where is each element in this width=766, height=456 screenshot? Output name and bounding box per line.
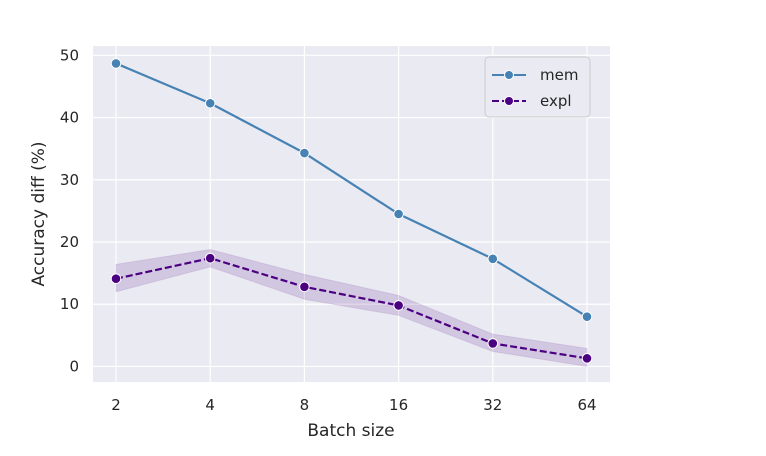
data-point-expl (204, 252, 216, 264)
y-axis-label: Accuracy diff (%) (29, 141, 49, 286)
legend-mem-marker (504, 70, 514, 80)
data-point-mem (204, 97, 216, 109)
legend-expl-marker (504, 96, 514, 106)
x-tick-label: 64 (577, 396, 596, 414)
data-point-expl (393, 300, 404, 311)
x-tick-label: 2 (111, 396, 121, 414)
data-point-expl (299, 281, 310, 293)
legend-expl-label: expl (540, 92, 572, 110)
series-line-mem (115, 62, 588, 318)
data-point-expl (487, 338, 499, 349)
y-tick-label: 40 (60, 109, 79, 127)
x-tick-label: 32 (483, 396, 502, 414)
y-tick-label: 10 (60, 295, 79, 313)
x-tick-label: 4 (205, 396, 215, 414)
confidence-bands (115, 248, 588, 368)
data-point-mem (487, 253, 499, 265)
x-tick-label: 16 (389, 396, 408, 414)
series-lines (115, 62, 588, 360)
x-axis-label: Batch size (307, 421, 394, 441)
x-tick-labels: 2 4 8 16 32 64 (111, 396, 596, 414)
data-point-mem (299, 147, 310, 159)
data-point-expl (581, 353, 593, 364)
series-markers (110, 58, 593, 364)
series-line-expl (115, 257, 588, 360)
x-tick-label: 8 (300, 396, 310, 414)
legend: mem expl (484, 56, 591, 118)
y-tick-labels: 0 10 20 30 40 50 (60, 46, 79, 375)
confidence-band-expl (115, 248, 588, 368)
data-point-mem (110, 58, 122, 69)
y-tick-label: 20 (60, 233, 79, 251)
y-tick-label: 0 (69, 357, 79, 375)
data-point-expl (110, 273, 122, 285)
legend-mem-label: mem (540, 66, 578, 84)
data-point-mem (393, 208, 404, 220)
data-point-mem (581, 311, 593, 322)
y-tick-label: 30 (60, 171, 79, 189)
y-tick-label: 50 (60, 46, 79, 64)
